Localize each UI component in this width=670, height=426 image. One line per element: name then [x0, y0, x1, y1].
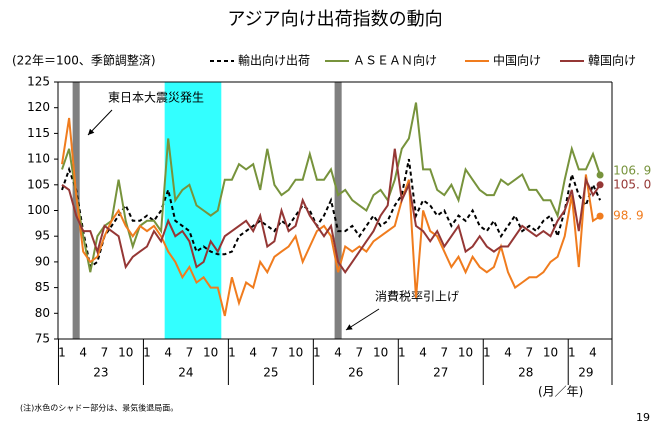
y-tick-label: 125 — [27, 75, 50, 89]
legend-label: 輸出向け出荷 — [238, 53, 310, 68]
x-tick-label: 4 — [419, 346, 427, 360]
y-tick-label: 95 — [35, 229, 50, 243]
x-tick-label: 1 — [313, 346, 321, 360]
x-tick-label: 7 — [186, 346, 194, 360]
year-label: 28 — [518, 366, 533, 380]
annotation: 東日本大震災発生 — [108, 91, 204, 105]
x-tick-label: 10 — [118, 346, 133, 360]
x-tick-label: 7 — [356, 346, 364, 360]
x-tick-label: 7 — [440, 346, 448, 360]
end-label: 105. 0 — [613, 177, 651, 191]
x-tick-label: 10 — [543, 346, 558, 360]
end-label: 106. 9 — [613, 164, 651, 178]
y-tick-label: 120 — [27, 100, 50, 114]
x-tick-label: 1 — [568, 346, 576, 360]
year-label: 25 — [263, 366, 278, 380]
end-label: 98. 9 — [613, 209, 644, 223]
end-marker — [596, 171, 604, 179]
year-label: 27 — [433, 366, 448, 380]
annotation-arrow — [345, 308, 380, 331]
year-label: 23 — [93, 366, 108, 380]
x-tick-label: 7 — [271, 346, 279, 360]
x-tick-label: 1 — [143, 346, 151, 360]
year-label: 26 — [348, 366, 363, 380]
subtitle: (22年＝100、季節調整済) — [12, 53, 156, 68]
note: (注)水色のシャドー部分は、景気後退局面。 — [20, 403, 178, 413]
y-tick-label: 110 — [27, 152, 50, 166]
x-tick-label: 4 — [164, 346, 172, 360]
x-tick-label: 4 — [249, 346, 257, 360]
shade — [164, 82, 222, 339]
x-tick-label: 10 — [288, 346, 303, 360]
legend-label: 中国向け — [493, 53, 541, 68]
x-tick-label: 7 — [525, 346, 533, 360]
year-label: 24 — [178, 366, 193, 380]
x-tick-label: 1 — [228, 346, 236, 360]
x-tick-label: 4 — [334, 346, 342, 360]
series-line — [61, 102, 602, 273]
y-tick-label: 115 — [27, 126, 50, 140]
x-tick-label: 1 — [58, 346, 66, 360]
end-marker — [596, 181, 604, 189]
series-line — [61, 158, 602, 269]
x-tick-label: 4 — [504, 346, 512, 360]
y-tick-label: 75 — [35, 332, 50, 346]
x-tick-label: 4 — [79, 346, 87, 360]
chart-title: アジア向け出荷指数の動向 — [227, 9, 442, 30]
legend-label: 韓国向け — [588, 53, 636, 68]
y-tick-label: 80 — [35, 306, 50, 320]
x-tick-label: 10 — [458, 346, 473, 360]
x-tick-label: 4 — [589, 346, 597, 360]
annotation-arrow — [87, 109, 113, 136]
y-tick-label: 100 — [27, 203, 50, 217]
x-unit-label: (月／年) — [538, 385, 583, 399]
x-tick-label: 10 — [203, 346, 218, 360]
shade — [334, 82, 342, 339]
y-tick-label: 105 — [27, 177, 50, 191]
legend-label: ＡＳＥＡＮ向け — [353, 53, 437, 68]
end-marker — [596, 212, 604, 220]
x-tick-label: 1 — [483, 346, 491, 360]
x-tick-label: 10 — [373, 346, 388, 360]
y-tick-label: 90 — [35, 254, 50, 268]
x-tick-label: 7 — [101, 346, 109, 360]
series-line — [61, 148, 601, 274]
year-label: 29 — [578, 366, 593, 380]
y-tick-label: 85 — [35, 280, 50, 294]
page-number: 19 — [636, 411, 650, 424]
shade — [72, 82, 80, 339]
x-tick-label: 1 — [398, 346, 406, 360]
series-line — [61, 117, 601, 317]
